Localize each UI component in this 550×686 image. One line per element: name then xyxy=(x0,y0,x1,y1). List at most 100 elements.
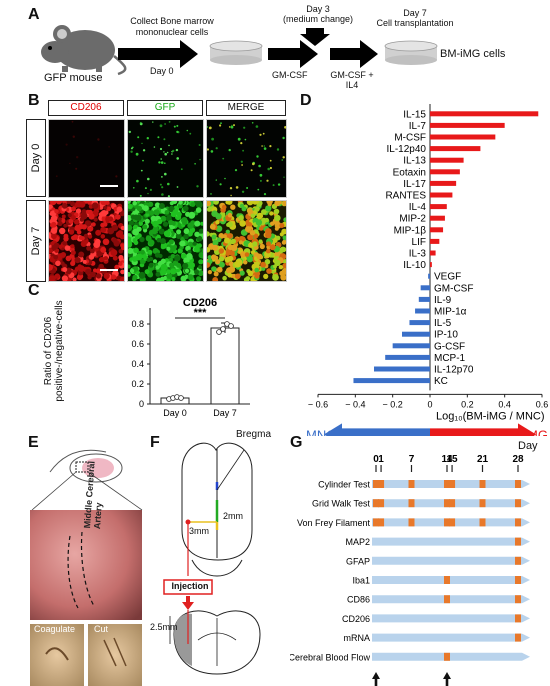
chart-d-bar xyxy=(430,227,444,233)
chart-d-legend-left: MNC xyxy=(306,427,336,436)
panel-label-a: A xyxy=(28,6,40,23)
artery-dashes-icon xyxy=(67,535,79,609)
mouse-head-icon xyxy=(31,449,143,511)
timeline-row-label: Von Frey Filament xyxy=(297,518,371,528)
chart-d-category-label: IL-4 xyxy=(409,202,427,213)
timeline-mark xyxy=(515,614,521,623)
chart-c-ytick-label: 0 xyxy=(139,399,144,409)
chart-d-bar xyxy=(353,378,430,384)
panel-label-e: E xyxy=(28,434,39,451)
chart-d-bar xyxy=(430,169,460,175)
scale-bar xyxy=(100,269,118,271)
chart-d-xtick-label: 0.6 xyxy=(536,399,549,409)
timeline-day-tick: 7 xyxy=(409,454,415,465)
timeline-mark xyxy=(378,480,385,488)
chart-d-category-label: G-CSF xyxy=(434,341,465,352)
mouse-icon xyxy=(41,25,127,76)
chart-d-category-label: MIP-2 xyxy=(399,214,426,225)
chart-d-category-label: RANTES xyxy=(385,191,426,202)
timeline-row-label: MAP2 xyxy=(345,537,370,547)
mcao-arrow-icon xyxy=(372,672,380,686)
micrograph-gfp-day7 xyxy=(127,200,204,282)
timeline-mark xyxy=(373,480,379,488)
timeline-row-label: Grid Walk Test xyxy=(312,499,371,509)
day3-label: Day 3 (medium change) xyxy=(282,4,354,24)
timeline-mark xyxy=(408,518,415,527)
chart-d-category-label: IL-9 xyxy=(434,295,452,306)
brain-top-icon xyxy=(181,442,253,577)
timeline-day-tick: 0 xyxy=(373,454,379,465)
chart-d-category-label: KC xyxy=(434,376,448,387)
brain-coronal-icon xyxy=(169,610,261,675)
chart-d-xlabel: Log₁₀(BM-iMG / MNC) xyxy=(436,410,545,422)
timeline-mark xyxy=(515,480,521,488)
cut-label: Cut xyxy=(94,624,109,634)
panel-a-schematic xyxy=(41,25,438,76)
chart-d-category-label: IL-17 xyxy=(403,179,426,190)
chart-d-bar xyxy=(430,192,453,198)
timeline-mark xyxy=(378,499,385,508)
timeline-mark xyxy=(515,518,521,527)
cut-photo xyxy=(88,624,142,686)
panel-label-d: D xyxy=(300,92,312,109)
chart-d-bar xyxy=(430,262,432,268)
timeline-day-tick: 1 xyxy=(378,454,384,465)
timeline-mark xyxy=(479,518,486,527)
chart-d-bar xyxy=(392,343,430,349)
timeline-day-tick: 28 xyxy=(512,454,524,465)
chart-d-bar xyxy=(374,366,430,372)
legend-mnc-arrow-icon xyxy=(324,423,430,436)
day7-label: Day 7 Cell transplantation xyxy=(376,8,454,28)
chart-d-bar xyxy=(430,146,481,152)
timeline-row-label: GFAP xyxy=(346,556,370,566)
timeline-mark xyxy=(515,576,521,584)
timeline-day-tick: 21 xyxy=(477,454,489,465)
timeline-row-bar xyxy=(372,576,530,584)
chart-d-bar xyxy=(428,273,430,279)
timeline-mark xyxy=(444,480,450,488)
gmcsf-label: GM-CSF xyxy=(272,70,308,80)
chart-d-category-label: GM-CSF xyxy=(434,283,473,294)
coagulate-photo xyxy=(30,624,84,686)
timeline-row-label: CD86 xyxy=(347,595,370,605)
chart-d-category-label: LIF xyxy=(412,237,426,248)
col-header-cd206: CD206 xyxy=(48,100,124,116)
timeline-day-tick: 15 xyxy=(447,454,459,465)
chart-c-significance: *** xyxy=(194,307,208,319)
timeline-row-label: Iba1 xyxy=(352,576,370,586)
timeline-mark xyxy=(444,652,450,661)
timeline-row-bar xyxy=(372,595,530,604)
chart-d-category-label: Eotaxin xyxy=(393,167,426,178)
timeline-mark xyxy=(444,499,450,508)
bregma-label: Bregma xyxy=(236,429,272,440)
chart-d-category-label: IL-15 xyxy=(403,109,426,120)
chart-c-xtick-label: Day 0 xyxy=(163,408,187,418)
chart-d-bar xyxy=(402,331,430,337)
chart-d-xtick-label: 0.2 xyxy=(461,399,474,409)
arrow-3-icon xyxy=(330,40,378,68)
chart-d-category-label: IL-3 xyxy=(409,249,427,260)
panel-e-schematic xyxy=(30,449,143,686)
timeline-row-label: Cerebral Blood Flow xyxy=(290,652,370,662)
panel-label-g: G xyxy=(290,434,303,451)
chart-c-point xyxy=(220,326,226,332)
chart-d-bar xyxy=(430,180,457,186)
chart-c-xtick-label: Day 7 xyxy=(213,408,237,418)
chart-d-bar xyxy=(430,157,464,163)
chart-c-title: CD206 xyxy=(183,297,217,309)
timeline-mark xyxy=(449,480,456,488)
timeline-row-label: CD206 xyxy=(342,614,370,624)
chart-c-point xyxy=(216,329,222,335)
chart-d-bar xyxy=(430,215,445,221)
scale-bar xyxy=(100,185,118,187)
timeline-mark xyxy=(515,499,521,508)
timeline-row-bar xyxy=(372,652,530,661)
step1-label: Collect Bone marrow mononuclear cells xyxy=(130,16,214,37)
chart-c-ylabel-wrap: Ratio of CD206 positive-/negative-cells xyxy=(34,300,74,410)
chart-d-bar xyxy=(430,122,505,128)
chart-d-category-label: IL-10 xyxy=(403,260,426,271)
micrograph-cd206-day0 xyxy=(48,119,125,198)
timeline-mark xyxy=(373,518,379,527)
gmcsf-il4-label: GM-CSF + IL4 xyxy=(330,70,374,90)
panel-label-c: C xyxy=(28,282,40,299)
